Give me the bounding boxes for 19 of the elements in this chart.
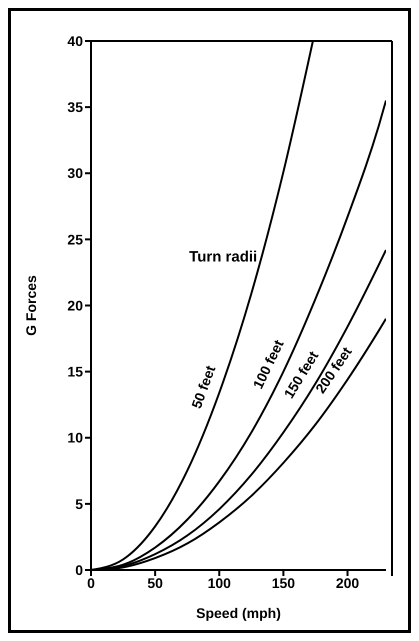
y-tick-label: 25 [67,231,84,248]
text: 50 feet [188,363,219,411]
y-tick-label: 15 [67,364,84,380]
y-tick-label: 40 [67,32,84,49]
y-axis-title: G Forces [22,274,39,336]
y-tick-label: 10 [67,430,84,446]
x-tick-label: 50 [147,574,164,591]
text: 100 feet [250,336,287,392]
x-tick-label: 150 [272,574,296,591]
x-tick-label: 0 [87,574,96,591]
y-tick-label: 35 [67,99,84,116]
x-axis-title: Speed (mph) [196,605,281,621]
y-tick-label: 20 [67,297,84,314]
y-tick-label: 30 [67,165,84,182]
y-tick-label: 0 [75,562,84,578]
annotation: Turn radii [189,248,258,266]
y-tick-label: 5 [75,496,84,512]
x-tick-label: 200 [336,574,360,591]
x-tick-label: 100 [208,574,232,591]
